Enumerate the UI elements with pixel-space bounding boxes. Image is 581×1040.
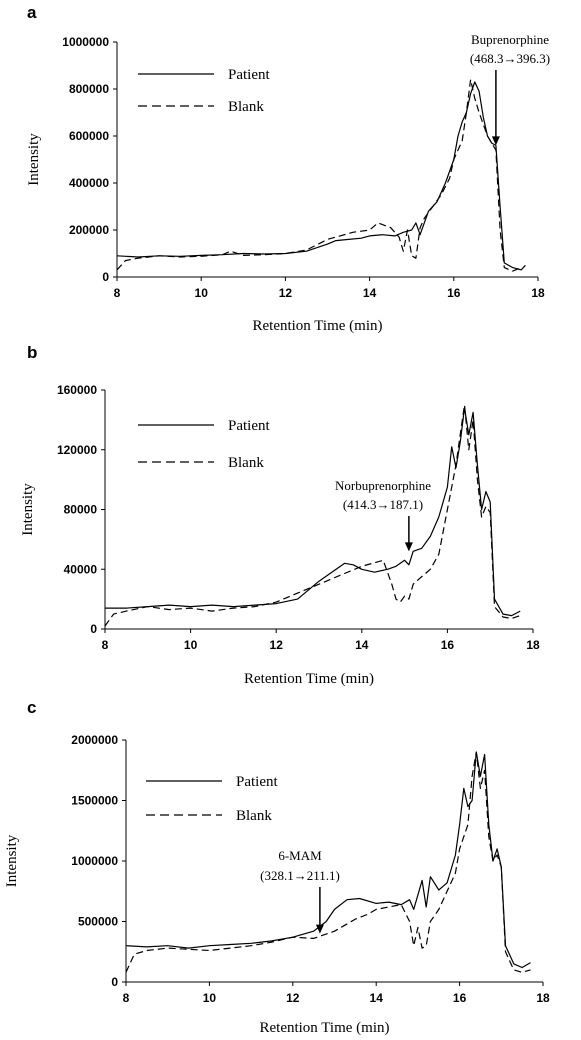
x-tick-label: 12 (279, 286, 293, 300)
x-tick-label: 12 (270, 638, 284, 652)
annotation-arrow-head (404, 542, 413, 552)
legend-label: Patient (236, 774, 278, 790)
annotation-transition: (468.3→396.3) (470, 51, 550, 66)
annotation-arrow-head (315, 924, 324, 934)
chart-panel-a: a 0 200000 400000 600000 800000 1000000 8 10 12 14… (26, 3, 550, 334)
y-axis-label: Intensity (26, 133, 42, 186)
x-tick-label: 18 (526, 638, 540, 652)
y-tick-label: 200000 (69, 223, 109, 237)
annotation-transition: (414.3→187.1) (343, 497, 423, 512)
y-tick-label: 0 (102, 270, 109, 284)
chart-panel-c: c 0 500000 1000000 1500000 2000000 8 10 12 14 16 18… (4, 698, 550, 1036)
series-line-blank (104, 404, 521, 627)
y-tick-label: 1500000 (71, 794, 118, 808)
legend-label: Patient (228, 67, 270, 83)
x-tick-label: 10 (203, 991, 217, 1005)
x-tick-label: 16 (447, 286, 461, 300)
annotation-name: 6-MAM (278, 848, 322, 863)
y-tick-label: 1000000 (62, 35, 109, 49)
y-tick-label: 160000 (57, 383, 97, 397)
y-tick-label: 0 (111, 975, 118, 989)
chart-panel-b: b 0 40000 80000 120000 160000 8 10 12 14 16 18 Reten… (20, 343, 540, 687)
x-tick-label: 10 (195, 286, 209, 300)
series-line-patient (125, 751, 531, 969)
panel-letter: a (27, 3, 37, 22)
legend-label: Blank (228, 99, 264, 115)
x-tick-label: 14 (355, 638, 369, 652)
panel-letter: c (27, 698, 36, 717)
x-tick-label: 12 (286, 991, 300, 1005)
x-tick-label: 16 (453, 991, 467, 1005)
x-tick-label: 18 (536, 991, 550, 1005)
annotation-transition: (328.1→211.1) (260, 868, 340, 883)
y-tick-label: 1000000 (71, 854, 118, 868)
y-tick-label: 120000 (57, 443, 97, 457)
annotation-name: Buprenorphine (471, 32, 549, 47)
x-tick-label: 16 (441, 638, 455, 652)
y-tick-label: 80000 (64, 503, 98, 517)
annotation-arrow-head (491, 136, 500, 146)
annotation-name: Norbuprenorphine (335, 478, 431, 493)
x-tick-label: 8 (102, 638, 109, 652)
x-axis-label: Retention Time (min) (259, 1020, 389, 1036)
y-tick-label: 800000 (69, 82, 109, 96)
y-tick-label: 40000 (64, 562, 98, 576)
series-line-blank (116, 78, 522, 272)
y-tick-label: 0 (90, 622, 97, 636)
y-tick-label: 2000000 (71, 733, 118, 747)
x-axis-label: Retention Time (min) (244, 671, 374, 687)
x-tick-label: 14 (363, 286, 377, 300)
x-tick-label: 10 (184, 638, 198, 652)
y-tick-label: 400000 (69, 176, 109, 190)
y-tick-label: 500000 (78, 915, 118, 929)
legend-label: Blank (228, 455, 264, 471)
x-tick-label: 8 (114, 286, 121, 300)
series-line-patient (105, 407, 521, 617)
x-axis-label: Retention Time (min) (252, 318, 382, 334)
y-tick-label: 600000 (69, 129, 109, 143)
legend-label: Blank (236, 808, 272, 824)
y-axis-label: Intensity (20, 483, 36, 536)
panel-letter: b (27, 343, 37, 362)
x-tick-label: 18 (531, 286, 545, 300)
legend-label: Patient (228, 418, 270, 434)
y-axis-label: Intensity (4, 834, 20, 887)
x-tick-label: 14 (370, 991, 384, 1005)
series-line-blank (125, 751, 531, 973)
x-tick-label: 8 (123, 991, 130, 1005)
series-line-patient (116, 81, 526, 271)
